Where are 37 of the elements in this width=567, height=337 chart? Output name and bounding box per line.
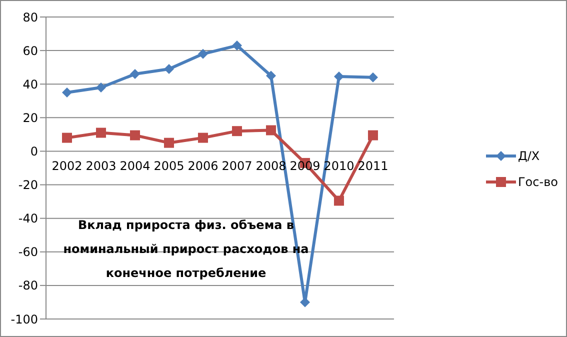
y-tick-label: 20 bbox=[22, 110, 38, 125]
x-tick-label: 2003 bbox=[86, 159, 116, 174]
x-tick-label: 2011 bbox=[358, 159, 388, 174]
point bbox=[62, 132, 72, 143]
x-tick-label: 2004 bbox=[120, 159, 150, 174]
legend-label: Гос-во bbox=[518, 174, 558, 188]
y-tick-label: -60 bbox=[18, 245, 38, 260]
point bbox=[130, 69, 140, 80]
y-tick-label: 60 bbox=[22, 44, 38, 58]
point bbox=[198, 132, 208, 143]
x-tick-label: 2007 bbox=[222, 159, 252, 174]
point bbox=[334, 72, 344, 82]
y-tick-label: 40 bbox=[22, 77, 38, 92]
x-tick-label: 2005 bbox=[154, 159, 184, 174]
point bbox=[164, 138, 174, 148]
y-tick-label: -100 bbox=[10, 312, 38, 326]
point bbox=[96, 128, 106, 138]
point bbox=[368, 130, 378, 140]
y-tick-label: 0 bbox=[30, 144, 38, 158]
point bbox=[266, 125, 276, 136]
point bbox=[130, 130, 140, 140]
point bbox=[232, 126, 242, 136]
point bbox=[266, 70, 276, 81]
point bbox=[198, 48, 208, 59]
y-tick-label: -40 bbox=[18, 212, 38, 226]
point bbox=[232, 40, 242, 51]
point bbox=[164, 64, 174, 74]
point bbox=[62, 88, 72, 98]
point bbox=[368, 72, 378, 82]
point bbox=[334, 196, 344, 206]
y-tick-label: -20 bbox=[18, 178, 38, 192]
point bbox=[96, 82, 106, 92]
x-tick-label: 2006 bbox=[188, 159, 218, 174]
x-tick-label: 2002 bbox=[52, 159, 82, 174]
y-tick-label: 80 bbox=[22, 10, 38, 24]
y-tick-label: -80 bbox=[18, 278, 38, 293]
legend-label: Д/Х bbox=[518, 148, 540, 162]
